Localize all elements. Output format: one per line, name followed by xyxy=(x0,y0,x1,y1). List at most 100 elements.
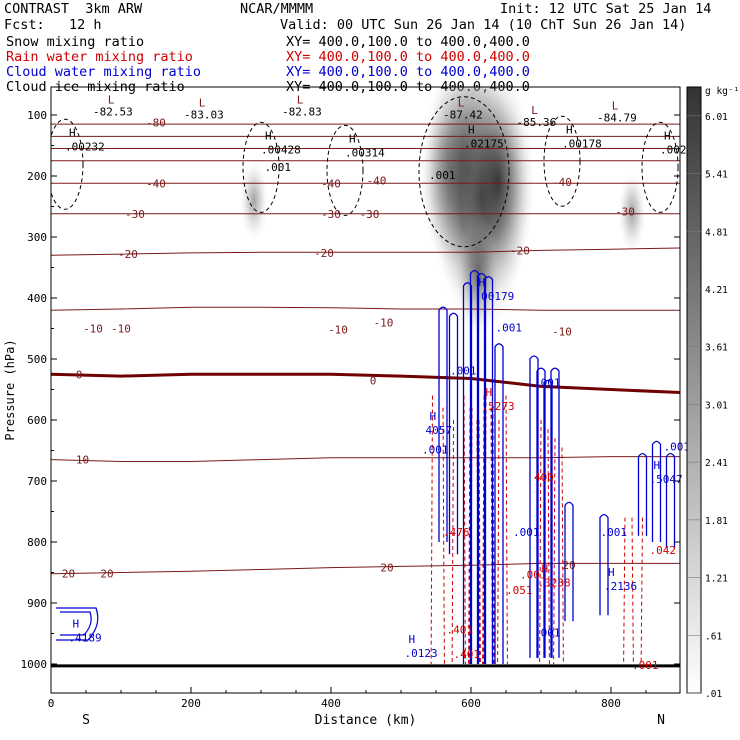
temperature-contour-label: -40 xyxy=(552,176,572,189)
temperature-contour-label: 20 xyxy=(62,568,75,581)
x-axis-title: Distance (km) xyxy=(315,713,417,728)
colorbar-unit-label: g kg⁻¹ xyxy=(705,86,739,97)
cloud-water-max-marker: H xyxy=(430,410,437,423)
cloud-water-contour xyxy=(438,306,448,542)
rain-water-contour xyxy=(463,395,466,665)
temperature-contour-label: -30 xyxy=(360,208,380,221)
rain-water-contour xyxy=(539,419,542,665)
cloud-water-max-marker: H xyxy=(654,459,661,472)
temperature-contour-label: -10 xyxy=(552,326,572,339)
rain-water-contour xyxy=(442,407,445,665)
field-label-cloud-water: Cloud water mixing ratio xyxy=(6,64,202,80)
cloud-water-max-marker: H xyxy=(73,618,80,631)
rain-water-contour xyxy=(623,517,626,665)
colorbar-scale xyxy=(686,86,702,694)
cloud-water-contour xyxy=(599,513,609,616)
cloud-water-contour xyxy=(637,452,648,536)
temperature-contour-label: 0 xyxy=(370,374,377,387)
temperature-low-marker: L xyxy=(199,97,206,110)
cloud-water-contour xyxy=(550,367,560,658)
rain-water-max-value: .5273 xyxy=(482,400,515,413)
temperature-low-value: -84.79 xyxy=(597,112,637,125)
temperature-contour-line xyxy=(51,562,680,575)
x-tick-label: 800 xyxy=(601,697,621,710)
cloud-water-max-marker: H xyxy=(409,633,416,646)
temperature-contour-label: -40 xyxy=(146,177,166,190)
cloud-water-contour xyxy=(564,501,574,622)
colorbar-tick-label: .61 xyxy=(705,631,722,642)
cloud-water-contour-label: .001 xyxy=(601,526,628,539)
y-tick-label: 800 xyxy=(27,536,47,549)
rain-water-contour xyxy=(561,447,564,665)
rain-water-contour-label: .042 xyxy=(650,544,677,557)
colorbar: 6.01 5.41 4.81 4.21 3.61 3.01 2.41 1.81 1.21 .61.… xyxy=(686,86,739,700)
rain-water-max-marker: H xyxy=(486,386,493,399)
rain-water-contour xyxy=(553,438,556,665)
temperature-contour-label: -10 xyxy=(111,323,131,336)
temperature-contour-line xyxy=(51,372,680,395)
cloud-ice-max-value: .02175 xyxy=(464,138,504,151)
y-tick-label: 100 xyxy=(27,109,47,122)
temperature-contour-label: -30 xyxy=(321,208,341,221)
colorbar-tick-label: 2.41 xyxy=(705,458,728,469)
rain-water-contour-label: .476 xyxy=(443,526,470,539)
cloud-water-contour xyxy=(665,452,676,549)
y-tick-label: 200 xyxy=(27,170,47,183)
cloud-water-contour-layer xyxy=(56,269,676,664)
cloud-ice-contour xyxy=(543,115,581,207)
cloud-water-max-value: 4057 xyxy=(426,424,453,437)
cloud-water-contour-label: .001 xyxy=(664,441,691,454)
temperature-contour-label: -40 xyxy=(321,177,341,190)
cloud-water-max-value: .4189 xyxy=(69,632,102,645)
rain-water-contour-label: 400 xyxy=(534,471,554,484)
rain-water-max-value: .3238 xyxy=(538,577,571,590)
colorbar-tick-label: 3.01 xyxy=(705,400,728,411)
cloud-water-contour-label: .001 xyxy=(496,322,523,335)
y-tick-label: 600 xyxy=(27,414,47,427)
temperature-low-marker: L xyxy=(458,97,465,110)
cloud-water-contour xyxy=(651,440,662,542)
y-tick-label: 300 xyxy=(27,231,47,244)
temperature-contour-label: 10 xyxy=(76,454,89,467)
forecast-hour: Fcst: 12 h xyxy=(4,17,102,33)
colorbar-tick-label: 4.21 xyxy=(705,285,728,296)
temperature-low-value: -85.36 xyxy=(517,116,557,129)
temperature-contour-label: -40 xyxy=(367,174,387,187)
temperature-low-value: -82.83 xyxy=(282,106,322,119)
cloud-water-contour xyxy=(448,312,459,555)
cloud-water-max-value: .2136 xyxy=(604,580,637,593)
cloud-ice-max-marker: H xyxy=(69,127,76,140)
y-tick-label: 900 xyxy=(27,597,47,610)
rain-water-max-marker: H xyxy=(542,563,549,576)
temperature-low-marker: L xyxy=(531,104,538,117)
cloud-water-contour-label: .001 xyxy=(450,364,477,377)
cloud-water-contour-label: .001 xyxy=(534,627,561,640)
y-tick-label: 400 xyxy=(27,292,47,305)
cloud-ice-contour-label: .001 xyxy=(429,169,456,182)
cloud-ice-max-marker: H xyxy=(664,130,671,143)
temperature-contour-line xyxy=(51,306,680,311)
cloud-water-contour-label: .001 xyxy=(513,526,540,539)
cloud-water-max-marker: H xyxy=(479,276,486,289)
cloud-ice-max-value: .00314 xyxy=(345,147,385,160)
field-label-snow: Snow mixing ratio xyxy=(6,34,145,50)
cloud-ice-max-marker: H xyxy=(265,130,272,143)
cloud-water-contour xyxy=(494,343,504,664)
temperature-low-marker: L xyxy=(612,100,619,113)
temperature-contour-label: 20 xyxy=(100,568,113,581)
cloud-water-contour xyxy=(543,379,553,658)
cloud-water-contour xyxy=(56,607,99,641)
temperature-contour-label: -10 xyxy=(374,316,394,329)
cloud-ice-max-marker: H xyxy=(566,124,573,137)
temperature-low-value: -87.42 xyxy=(443,109,483,122)
cloud-ice-max-value: .00428 xyxy=(261,144,301,157)
cloud-water-contour xyxy=(469,269,480,664)
temperature-contour-label: -20 xyxy=(510,244,530,257)
cloud-ice-max-marker: H xyxy=(468,124,475,137)
south-end-label: S xyxy=(82,713,90,728)
cloud-water-contour xyxy=(529,355,539,658)
cloud-water-max-value: .0123 xyxy=(405,647,438,660)
temperature-contour-label: 0 xyxy=(76,368,83,381)
cloud-water-contour xyxy=(476,273,487,664)
